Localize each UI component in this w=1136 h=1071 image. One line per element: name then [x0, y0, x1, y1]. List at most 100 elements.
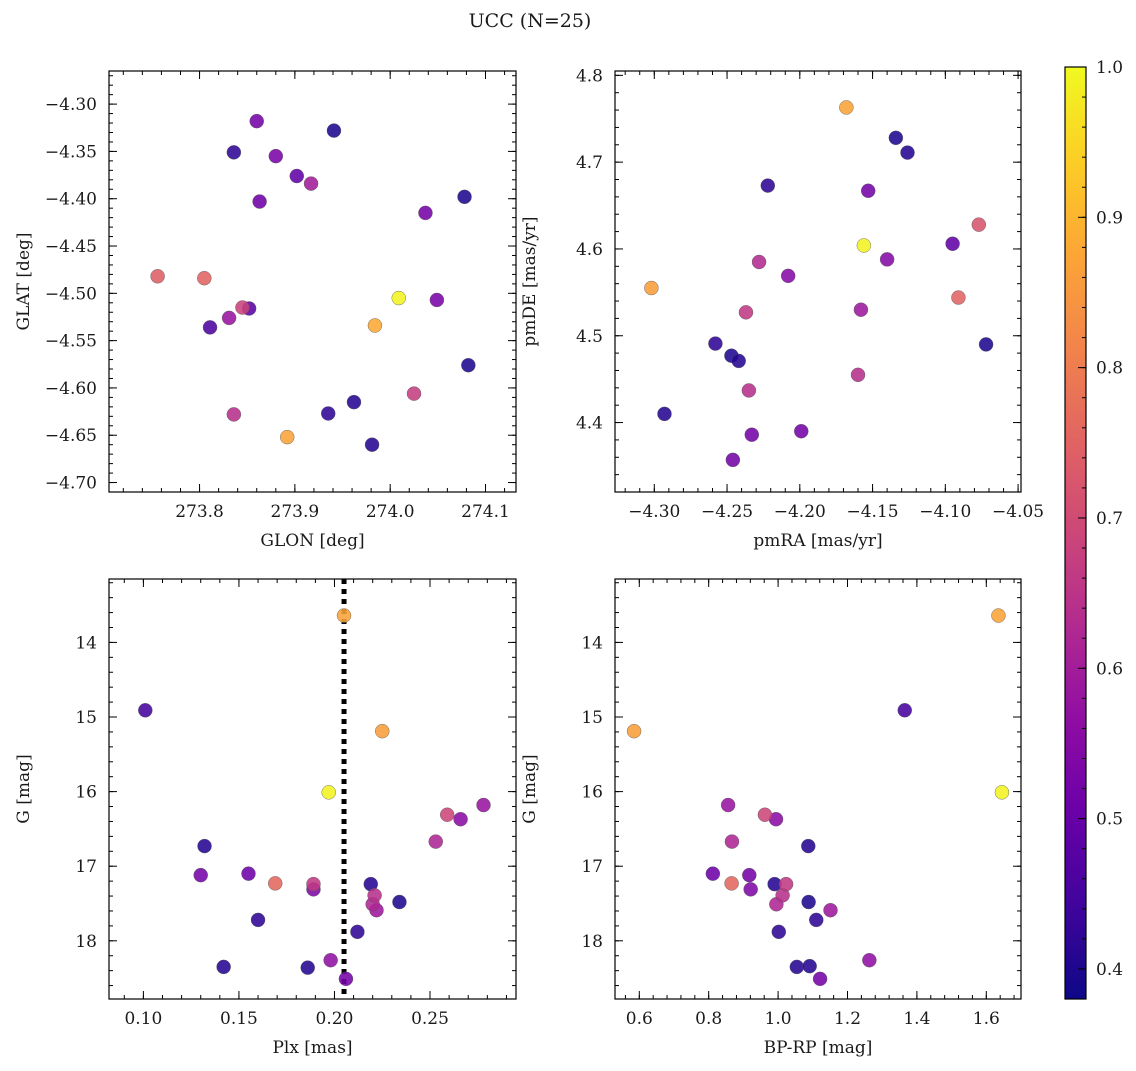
- x-tick-label: 1.0: [765, 1009, 792, 1029]
- y-tick-label: 17: [581, 857, 603, 877]
- x-tick-label: −4.25: [701, 502, 753, 522]
- y-axis-label: G [mag]: [520, 754, 540, 823]
- data-point: [280, 429, 295, 445]
- panel-top-left: 273.8 273.9 274.0 274.1 −4.30 −4.35 −4.40 −4.45…: [14, 70, 517, 551]
- y-tick-label: 18: [581, 932, 603, 952]
- data-point: [221, 310, 237, 326]
- data-point: [743, 882, 758, 897]
- x-tick-label: 0.10: [124, 1009, 162, 1029]
- colorbar-tick-label: 0.7: [1096, 509, 1123, 529]
- x-tick-label: 1.2: [834, 1009, 861, 1029]
- data-point: [725, 452, 741, 468]
- data-point: [391, 290, 406, 306]
- y-tick-label: −4.40: [45, 190, 97, 210]
- colorbar-tick-label: 0.8: [1096, 359, 1123, 379]
- data-point: [202, 320, 218, 335]
- plot-area: [150, 113, 476, 452]
- y-tick-label: −4.65: [45, 426, 97, 446]
- data-point: [289, 168, 304, 184]
- data-point: [731, 353, 746, 369]
- x-tick-label: −4.05: [992, 502, 1044, 522]
- y-tick-label: 15: [581, 708, 603, 728]
- data-point: [226, 145, 242, 160]
- plot-frame: [108, 578, 517, 1000]
- y-tick-label: 4.5: [576, 327, 603, 347]
- y-tick-label: −4.35: [45, 142, 97, 162]
- y-tick-label: 17: [75, 857, 97, 877]
- data-point: [879, 252, 895, 267]
- data-point: [794, 424, 809, 439]
- data-point: [897, 703, 912, 718]
- data-point: [457, 189, 472, 205]
- colorbar-tick-label: 0.5: [1096, 810, 1123, 830]
- y-tick-label: 14: [75, 633, 97, 653]
- data-point: [705, 866, 721, 881]
- data-point: [789, 959, 805, 975]
- data-point: [778, 876, 794, 892]
- data-point: [235, 300, 250, 315]
- plot-area: [138, 579, 491, 999]
- data-point: [809, 912, 824, 928]
- x-tick-label: 1.6: [973, 1009, 1000, 1029]
- x-tick-label: 274.1: [461, 502, 510, 522]
- data-point: [888, 130, 904, 146]
- data-point: [738, 305, 754, 320]
- data-point: [461, 358, 476, 373]
- plot-frame: [108, 70, 517, 493]
- x-tick-label: 274.0: [366, 502, 415, 522]
- data-point: [303, 176, 319, 191]
- data-point: [741, 383, 757, 398]
- y-tick-label: 18: [75, 932, 97, 952]
- data-point: [418, 205, 433, 221]
- data-point: [252, 194, 267, 209]
- colorbar-tick-label: 1.0: [1096, 58, 1123, 78]
- data-point: [323, 953, 338, 968]
- data-point: [801, 894, 816, 910]
- y-tick-label: 4.6: [576, 240, 603, 260]
- y-tick-label: 15: [75, 708, 97, 728]
- panel-bottom-left: 0.10 0.15 0.20 0.25 14 15 16 17 18 Plx [mas] G [ma…: [14, 578, 517, 1058]
- y-tick-label: 4.7: [576, 153, 603, 173]
- data-point: [720, 797, 736, 813]
- data-point: [626, 723, 642, 739]
- data-point: [978, 337, 994, 352]
- data-point: [336, 608, 352, 623]
- data-point: [306, 876, 321, 892]
- data-point: [338, 971, 354, 987]
- data-point: [367, 888, 382, 903]
- data-point: [991, 608, 1006, 623]
- data-point: [392, 894, 407, 910]
- data-point: [853, 302, 869, 317]
- data-point: [197, 838, 212, 854]
- data-point: [440, 807, 455, 822]
- data-point: [951, 290, 966, 305]
- data-point: [300, 960, 315, 975]
- data-point: [429, 292, 445, 308]
- colorbar-tick-label: 0.6: [1096, 659, 1123, 679]
- data-point: [945, 236, 960, 251]
- data-point: [350, 924, 365, 940]
- y-tick-label: −4.55: [45, 332, 97, 352]
- data-point: [250, 912, 266, 928]
- data-point: [771, 924, 786, 940]
- data-point: [193, 867, 208, 883]
- data-point: [216, 959, 231, 975]
- data-point: [268, 876, 283, 891]
- data-point: [856, 238, 872, 253]
- colorbar-frame: [1064, 66, 1087, 1000]
- data-point: [760, 178, 775, 193]
- data-point: [724, 834, 740, 849]
- x-axis-label: pmRA [mas/yr]: [753, 531, 882, 551]
- data-point: [346, 394, 362, 410]
- data-point: [742, 867, 757, 883]
- data-point: [861, 183, 876, 198]
- panel-top-right: −4.30 −4.25 −4.20 −4.15 −4.10 −4.05 4.4 4.5 4.6 4…: [520, 66, 1044, 551]
- data-point: [268, 148, 284, 164]
- x-tick-label: 0.25: [411, 1009, 449, 1029]
- x-axis-label: GLON [deg]: [260, 531, 364, 551]
- x-tick-label: 0.20: [316, 1009, 354, 1029]
- x-axis-label: Plx [mas]: [272, 1038, 352, 1058]
- data-point: [644, 280, 659, 296]
- data-point: [751, 254, 767, 270]
